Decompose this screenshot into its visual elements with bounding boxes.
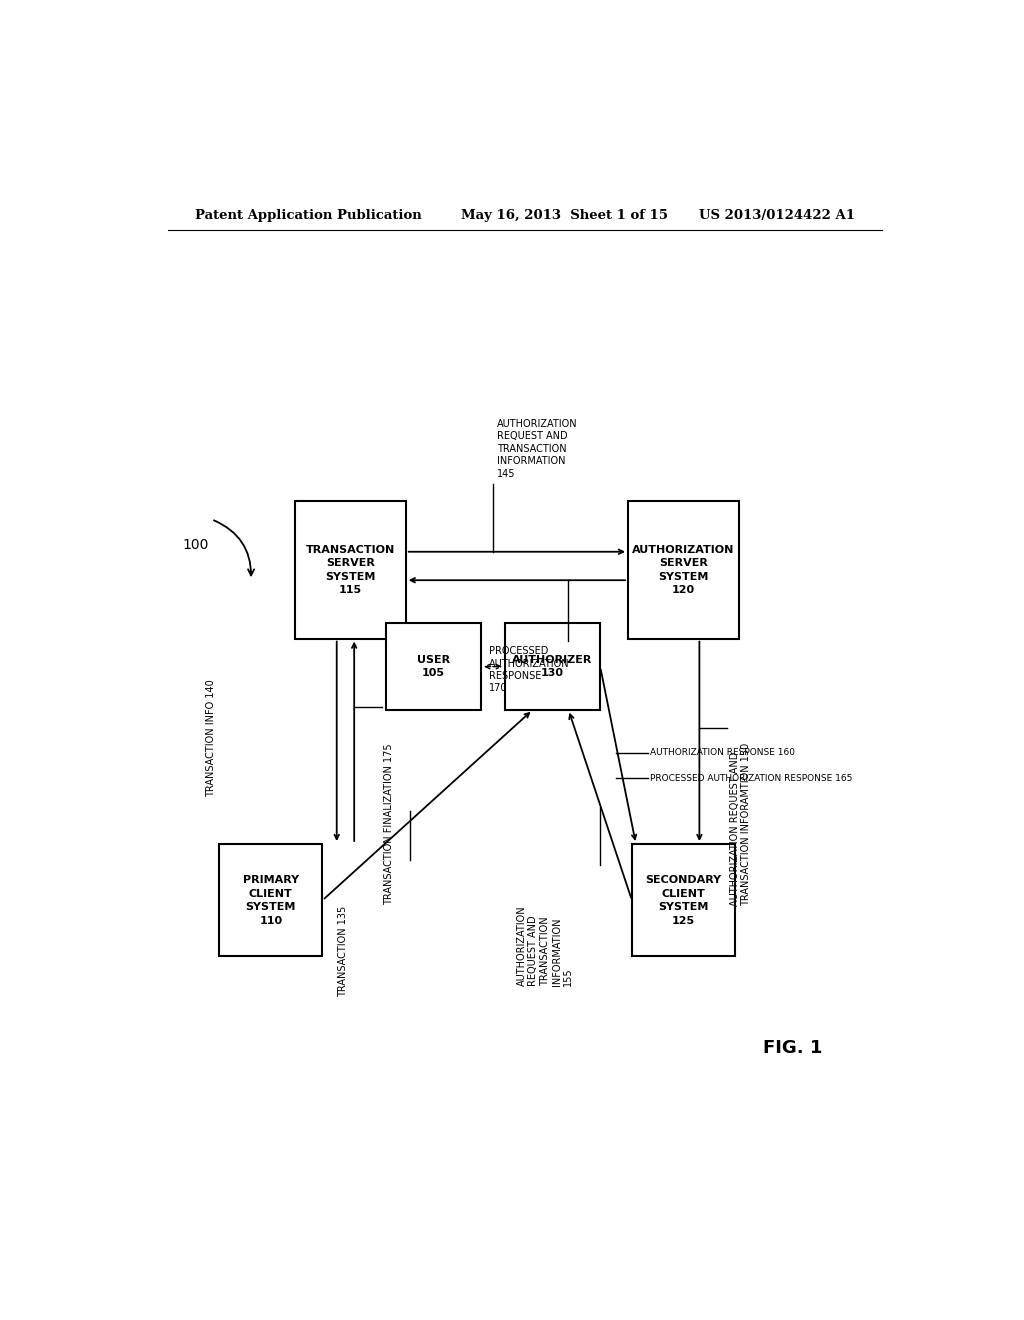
Text: USER
105: USER 105 [417, 655, 451, 678]
Text: May 16, 2013  Sheet 1 of 15: May 16, 2013 Sheet 1 of 15 [461, 209, 669, 222]
Bar [628, 502, 739, 639]
Text: AUTHORIZATION
SERVER
SYSTEM
120: AUTHORIZATION SERVER SYSTEM 120 [633, 545, 734, 595]
Text: FIG. 1: FIG. 1 [763, 1039, 822, 1057]
Text: AUTHORIZATION
REQUEST AND
TRANSACTION
INFORMATION
145: AUTHORIZATION REQUEST AND TRANSACTION IN… [497, 418, 578, 479]
Bar [386, 623, 481, 710]
Text: PRIMARY
CLIENT
SYSTEM
110: PRIMARY CLIENT SYSTEM 110 [243, 875, 299, 925]
Text: TRANSACTION FINALIZATION 175: TRANSACTION FINALIZATION 175 [384, 743, 393, 906]
Bar [505, 623, 600, 710]
Text: PROCESSED AUTHORIZATION RESPONSE 165: PROCESSED AUTHORIZATION RESPONSE 165 [650, 774, 853, 783]
Bar [295, 502, 406, 639]
Bar [219, 845, 323, 956]
Text: SECONDARY
CLIENT
SYSTEM
125: SECONDARY CLIENT SYSTEM 125 [645, 875, 722, 925]
Text: US 2013/0124422 A1: US 2013/0124422 A1 [699, 209, 855, 222]
Text: TRANSACTION INFO 140: TRANSACTION INFO 140 [206, 678, 216, 797]
Text: AUTHORIZER
130: AUTHORIZER 130 [512, 655, 593, 678]
Text: TRANSACTION
SERVER
SYSTEM
115: TRANSACTION SERVER SYSTEM 115 [305, 545, 395, 595]
Text: AUTHORIZATION
REQUEST AND
TRANSACTION
INFORMATION
155: AUTHORIZATION REQUEST AND TRANSACTION IN… [517, 906, 573, 986]
Text: Patent Application Publication: Patent Application Publication [196, 209, 422, 222]
Text: AUTHORIZATION REQUEST AND
TRANSACTION INFORAMTION 150: AUTHORIZATION REQUEST AND TRANSACTION IN… [729, 743, 752, 906]
FancyArrowPatch shape [214, 520, 254, 576]
Text: PROCESSED
AUTHORIZATION
RESPONSE
170: PROCESSED AUTHORIZATION RESPONSE 170 [489, 647, 569, 693]
Text: 100: 100 [182, 537, 209, 552]
Text: TRANSACTION 135: TRANSACTION 135 [338, 906, 348, 997]
Bar [632, 845, 735, 956]
Text: AUTHORIZATION RESPONSE 160: AUTHORIZATION RESPONSE 160 [650, 748, 796, 758]
